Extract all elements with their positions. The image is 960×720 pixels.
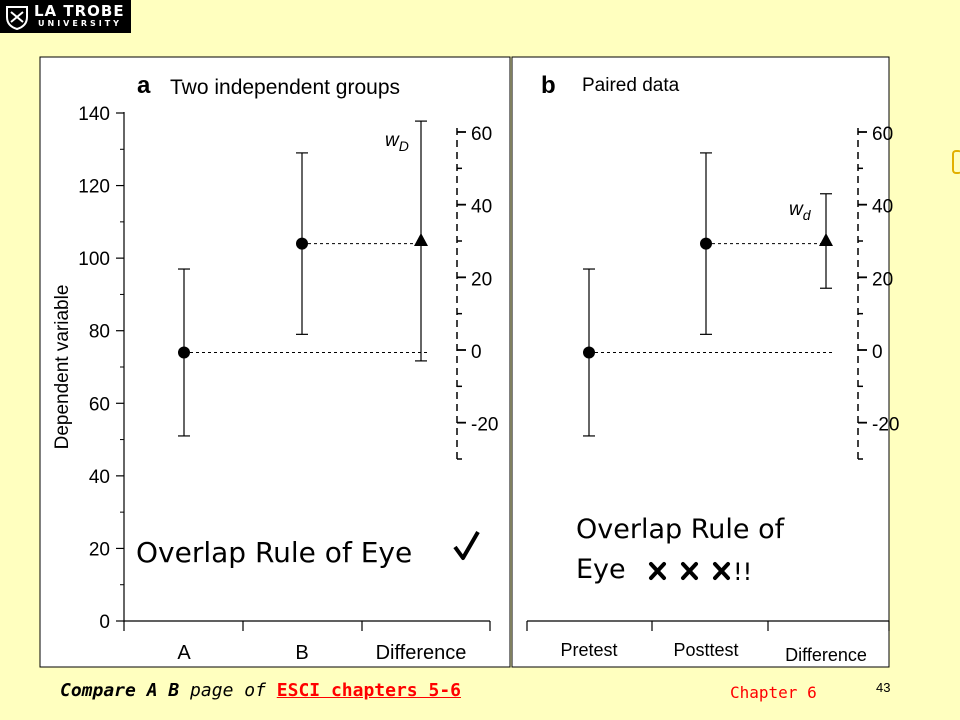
x-mark-icon bbox=[713, 562, 730, 580]
x-tick-label: B bbox=[295, 642, 308, 664]
x-tick-label: A bbox=[177, 642, 191, 664]
panel-b-annotation-line1: Overlap Rule of bbox=[576, 514, 786, 545]
difference-point bbox=[819, 233, 833, 246]
crest-icon bbox=[6, 6, 28, 30]
x-mark-icon bbox=[649, 562, 666, 580]
x-tick-label: Difference bbox=[785, 645, 867, 665]
y-tick-label: 0 bbox=[99, 612, 110, 633]
panel-b-annotation-line2: Eye bbox=[576, 554, 626, 585]
right-axis-tick-label: 0 bbox=[471, 342, 482, 363]
y-tick-label: 20 bbox=[89, 539, 110, 560]
y-tick-label: 80 bbox=[89, 322, 110, 343]
y-tick-label: 120 bbox=[78, 177, 110, 198]
cross-marks bbox=[649, 562, 730, 580]
right-axis-tick-label: -20 bbox=[471, 415, 498, 436]
footer-compare: Compare A B page of ESCI chapters 5-6 bbox=[60, 680, 461, 701]
difference-width-subscript: D bbox=[399, 138, 409, 154]
footer-compare-bold: Compare A B bbox=[60, 680, 180, 701]
panel-b-title: Paired data bbox=[582, 75, 680, 96]
x-tick-label: Pretest bbox=[560, 640, 617, 660]
difference-point bbox=[414, 233, 428, 246]
panel-b-annotation-suffix: !! bbox=[733, 558, 752, 586]
right-axis-tick-label: 20 bbox=[872, 269, 893, 290]
right-axis-tick-label: 60 bbox=[872, 124, 893, 145]
y-tick-label: 60 bbox=[89, 394, 110, 415]
right-axis-tick-label: 40 bbox=[471, 197, 492, 218]
y-tick-label: 100 bbox=[78, 249, 110, 270]
panel-a-letter: a bbox=[137, 72, 151, 99]
data-point bbox=[296, 237, 308, 250]
y-axis-label: Dependent variable bbox=[52, 285, 73, 450]
chapter-label: Chapter 6 bbox=[730, 683, 817, 702]
right-axis-tick-label: 60 bbox=[471, 124, 492, 145]
x-tick-label: Difference bbox=[376, 642, 467, 664]
panel-b: b Paired data Pretest Posttest Difference … bbox=[511, 56, 899, 668]
decorative-arc bbox=[952, 150, 960, 174]
right-axis-tick-label: -20 bbox=[872, 415, 899, 436]
data-point bbox=[700, 237, 712, 250]
la-trobe-logo: LA TROBE UNIVERSITY bbox=[0, 0, 131, 33]
check-icon bbox=[453, 531, 480, 560]
footer-page-of: page of bbox=[179, 680, 277, 701]
page-number: 43 bbox=[876, 680, 891, 695]
difference-width-subscript: d bbox=[803, 207, 812, 223]
esci-chapters-link[interactable]: ESCI chapters 5-6 bbox=[276, 680, 461, 701]
x-tick-label: Posttest bbox=[673, 640, 738, 660]
right-axis-tick-label: 40 bbox=[872, 197, 893, 218]
panel-b-letter: b bbox=[541, 72, 556, 99]
data-point bbox=[178, 346, 190, 359]
data-point bbox=[583, 346, 595, 359]
panel-a-title: Two independent groups bbox=[170, 76, 400, 99]
panel-a: a Two independent groups Dependent varia… bbox=[39, 56, 511, 668]
right-axis-tick-label: 0 bbox=[872, 342, 883, 363]
x-mark-icon bbox=[681, 562, 698, 580]
logo-line-2: UNIVERSITY bbox=[38, 19, 122, 28]
right-axis-tick-label: 20 bbox=[471, 269, 492, 290]
panel-a-annotation: Overlap Rule of Eye bbox=[136, 536, 412, 569]
panel-a-frame bbox=[39, 56, 511, 668]
panel-b-frame bbox=[511, 56, 890, 668]
y-tick-label: 40 bbox=[89, 467, 110, 488]
y-tick-label: 140 bbox=[78, 104, 110, 125]
logo-line-1: LA TROBE bbox=[34, 2, 125, 20]
